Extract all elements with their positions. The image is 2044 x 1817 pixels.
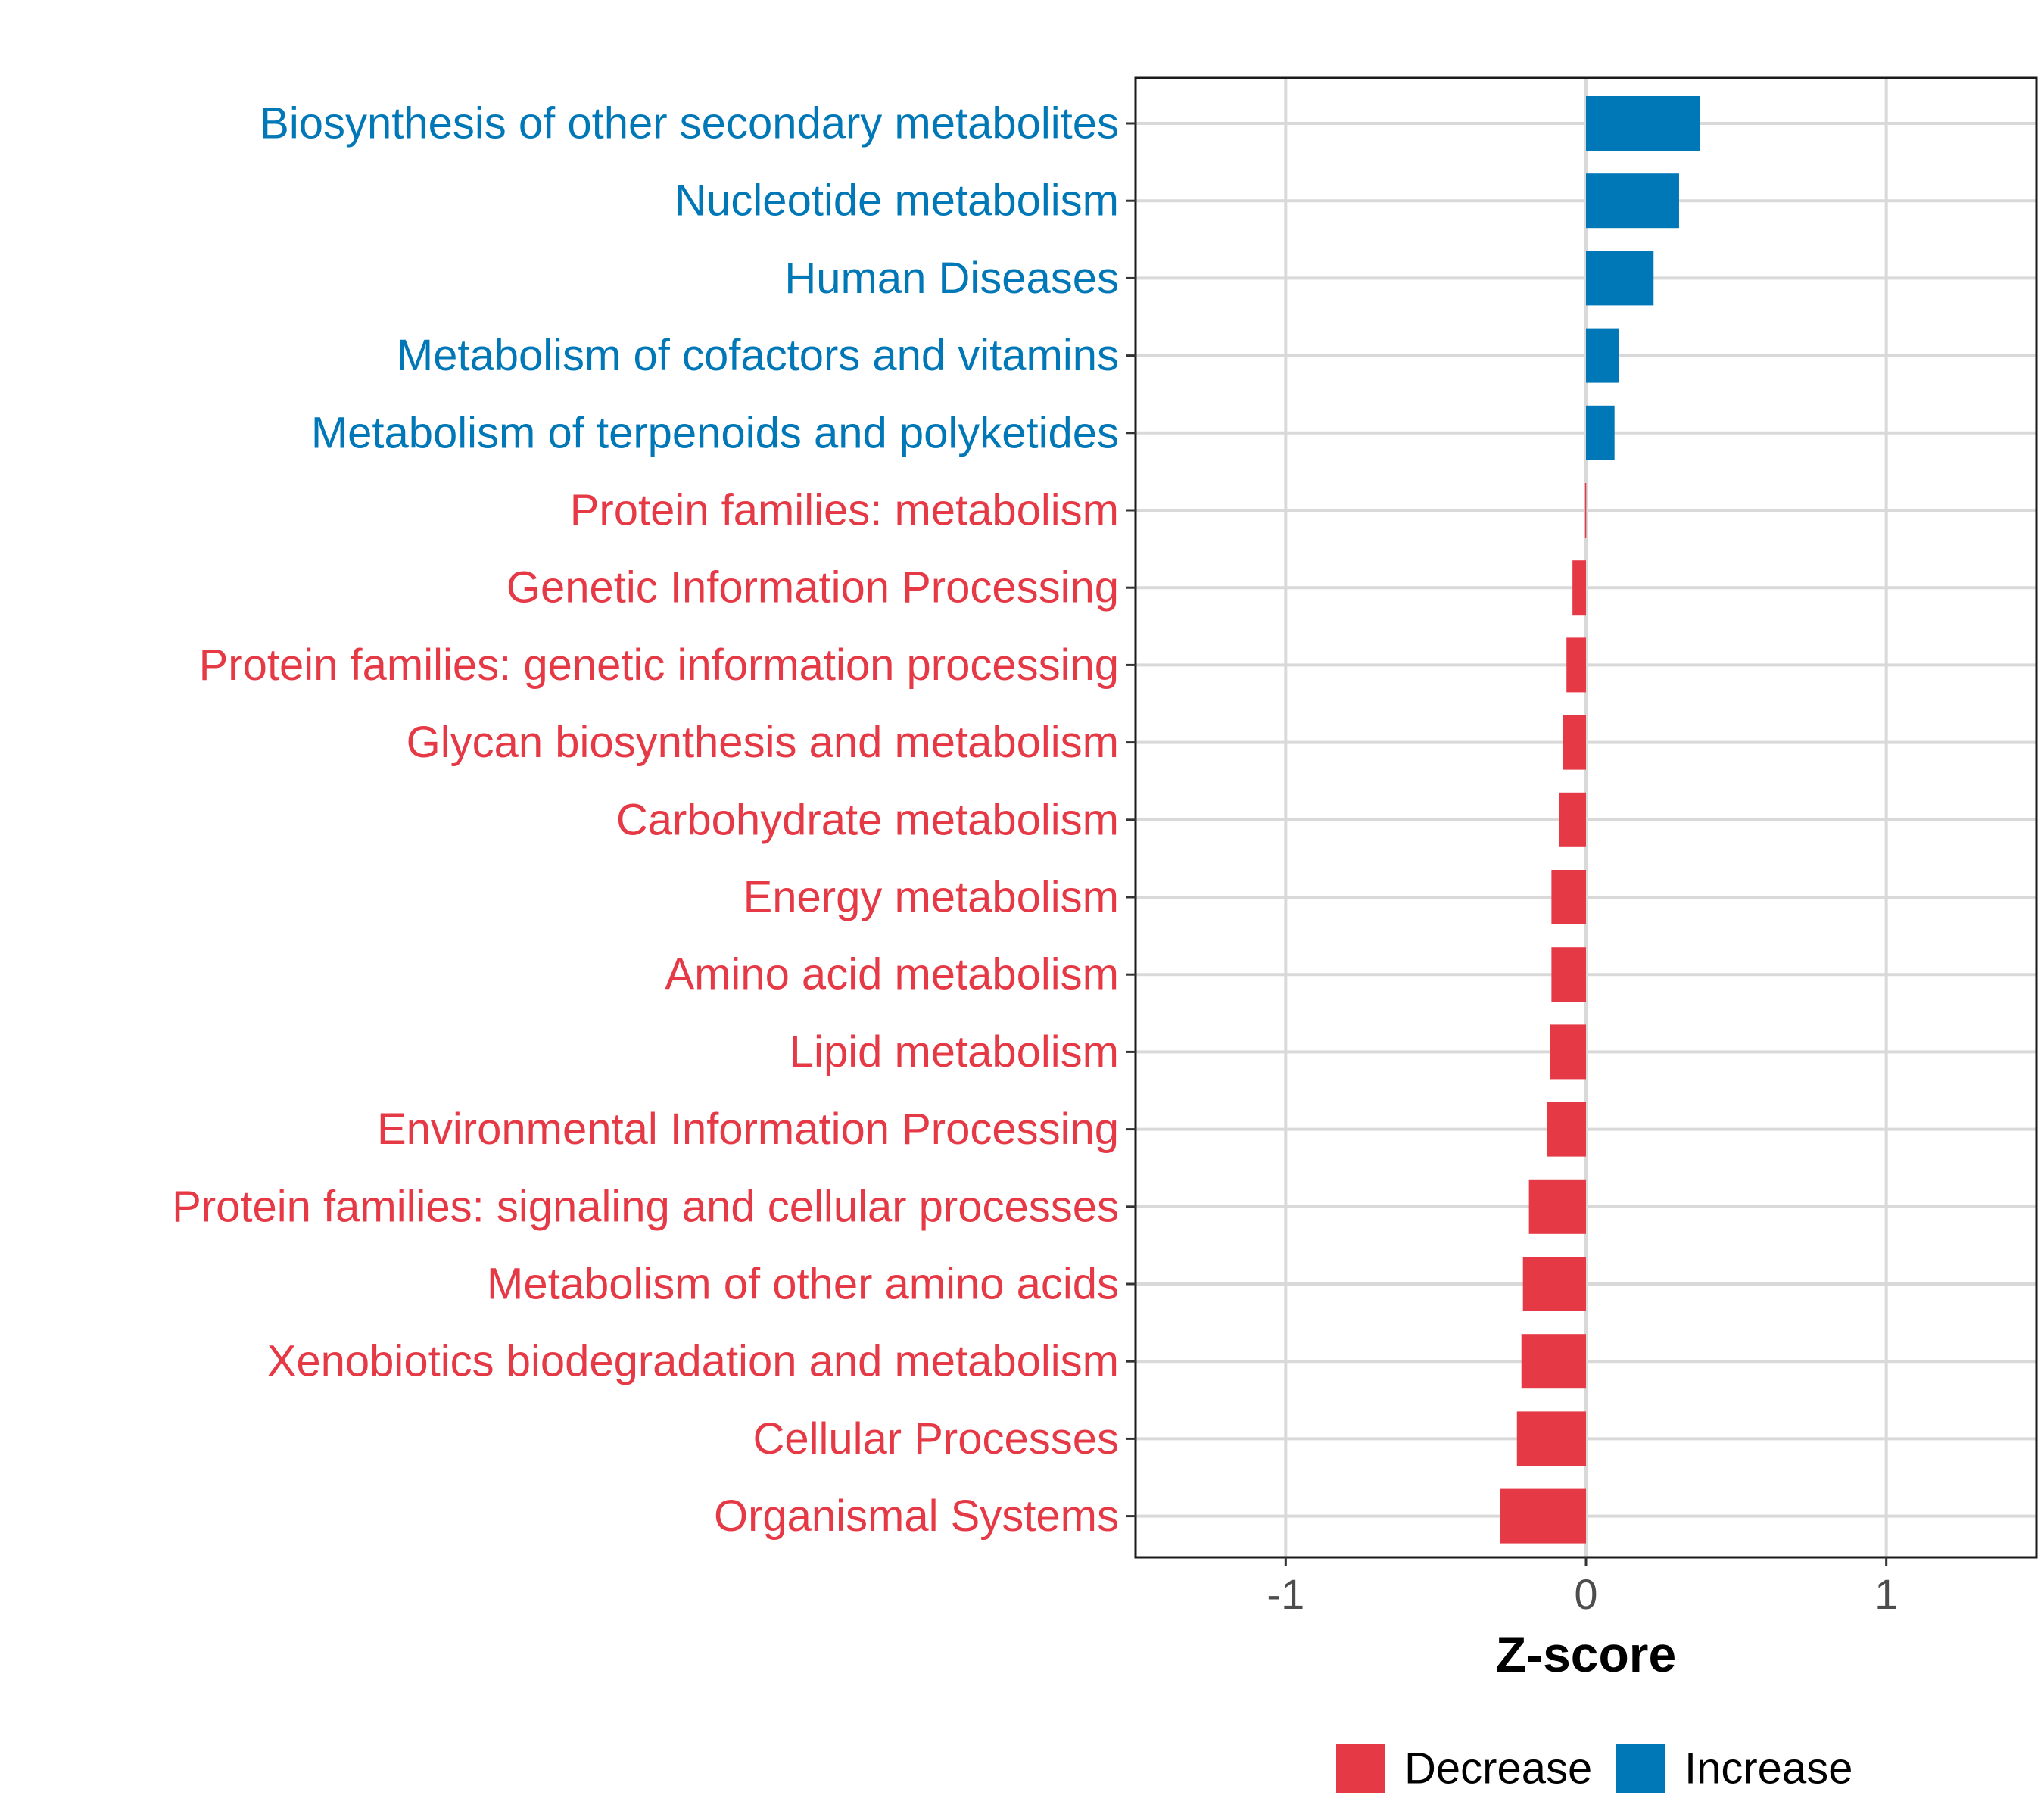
category-label: Metabolism of cofactors and vitamins [397, 331, 1119, 380]
bar [1586, 405, 1615, 460]
bar [1522, 1257, 1586, 1311]
category-label: Lipid metabolism [790, 1027, 1119, 1077]
bar [1547, 1102, 1586, 1157]
bar [1563, 715, 1586, 770]
category-label: Human Diseases [784, 254, 1119, 303]
bar [1566, 637, 1586, 693]
legend-swatch [1336, 1744, 1385, 1793]
category-label: Metabolism of other amino acids [487, 1260, 1119, 1309]
bar [1500, 1488, 1586, 1544]
bar [1586, 328, 1619, 383]
bar [1550, 1024, 1586, 1080]
legend-label: Decrease [1404, 1744, 1592, 1794]
bar [1584, 483, 1587, 538]
bar [1528, 1179, 1586, 1234]
x-tick-label: -1 [1267, 1570, 1304, 1618]
x-axis-ticks: -1 0 1 [1267, 1557, 1898, 1618]
bar [1572, 560, 1586, 616]
category-label: Energy metabolism [743, 873, 1119, 922]
category-label: Carbohydrate metabolism [616, 795, 1119, 844]
bar [1559, 792, 1586, 847]
legend: Decrease Increase [1336, 1744, 1852, 1794]
category-label: Protein families: signaling and cellular… [172, 1182, 1119, 1231]
x-tick-label: 0 [1574, 1570, 1597, 1618]
bar [1516, 1411, 1586, 1466]
category-label: Environmental Information Processing [377, 1105, 1119, 1154]
bar [1586, 251, 1654, 306]
y-axis-ticks [1126, 122, 1136, 1518]
category-labels: Biosynthesis of other secondary metaboli… [172, 99, 1119, 1541]
bars [1500, 96, 1700, 1544]
category-label: Genetic Information Processing [506, 563, 1119, 612]
bar [1586, 96, 1700, 151]
legend-swatch [1616, 1744, 1665, 1793]
category-label: Amino acid metabolism [665, 950, 1119, 999]
bar [1551, 870, 1586, 924]
category-label: Xenobiotics biodegradation and metabolis… [267, 1337, 1119, 1386]
category-label: Protein families: metabolism [570, 486, 1119, 535]
category-label: Nucleotide metabolism [675, 176, 1119, 226]
category-label: Metabolism of terpenoids and polyketides [311, 408, 1119, 457]
bar [1521, 1334, 1586, 1389]
category-label: Glycan biosynthesis and metabolism [407, 718, 1119, 767]
category-label: Protein families: genetic information pr… [199, 640, 1119, 690]
category-label: Cellular Processes [752, 1414, 1119, 1463]
x-axis-title: Z-score [1496, 1626, 1676, 1682]
x-tick-label: 1 [1874, 1570, 1898, 1618]
category-label: Biosynthesis of other secondary metaboli… [260, 99, 1119, 148]
legend-label: Increase [1684, 1744, 1852, 1794]
category-label: Organismal Systems [714, 1491, 1119, 1541]
bar [1586, 173, 1679, 229]
bar [1551, 947, 1586, 1002]
